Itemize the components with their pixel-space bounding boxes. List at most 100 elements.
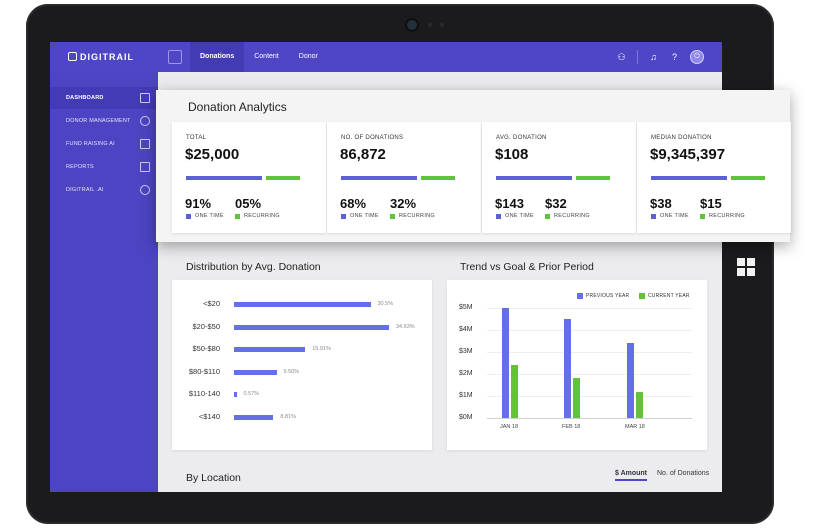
panel-title: Donation Analytics	[188, 100, 287, 114]
kpi-card-no-of-donations[interactable]: NO. OF DONATIONS 86,872 68% 32% ONE TIME…	[327, 122, 481, 233]
one-time-value: $38	[650, 196, 672, 211]
grid-line	[487, 352, 692, 353]
one-time-label: ONE TIME	[195, 213, 224, 219]
brain-icon	[140, 185, 150, 195]
bar-previous-year	[627, 343, 634, 418]
sidebar-item-label: DIGITRAIL .AI	[66, 187, 104, 193]
sidebar-item-digitrail-ai[interactable]: DIGITRAIL .AI	[50, 179, 158, 201]
y-tick-label: $3M	[459, 348, 473, 355]
divider	[637, 50, 638, 64]
one-time-value: $143	[495, 196, 524, 211]
recurring-swatch	[390, 214, 395, 219]
recurring-swatch	[545, 214, 550, 219]
one-time-value: 68%	[340, 196, 367, 211]
one-time-value: 91%	[185, 196, 212, 211]
recurring-label: RECURRING	[554, 213, 591, 219]
sidebar-item-reports[interactable]: REPORTS	[50, 156, 158, 178]
grid-line	[487, 396, 692, 397]
camera-icon	[407, 20, 417, 30]
data-label: 34.63%	[396, 323, 415, 330]
tab-donor[interactable]: Donor	[298, 53, 318, 60]
sidebar-item-fund-raising-ai[interactable]: FUND RAISING AI	[50, 133, 158, 155]
one-time-bar	[341, 176, 417, 180]
kpi-value: 86,872	[340, 146, 386, 163]
trend-title: Trend vs Goal & Prior Period	[460, 261, 594, 273]
tab-content[interactable]: Content	[254, 53, 279, 60]
bar	[234, 392, 237, 398]
category-label: <$20	[203, 299, 220, 308]
bar-current-year	[636, 391, 643, 418]
bar	[234, 369, 277, 375]
sensor-dot	[440, 23, 444, 27]
network-icon[interactable]: ⚇	[617, 51, 626, 62]
one-time-label: ONE TIME	[350, 213, 379, 219]
bar	[234, 324, 389, 330]
one-time-swatch	[341, 214, 346, 219]
one-time-label: ONE TIME	[505, 213, 534, 219]
kpi-card-total[interactable]: TOTAL $25,000 91% 05% ONE TIME RECURRING	[172, 122, 326, 233]
tab-amount[interactable]: $ Amount	[615, 470, 648, 481]
tab-donations[interactable]: Donations	[190, 42, 245, 72]
top-bar: DIGITRAIL Donations Content Donor ⚇ ♫ ? …	[50, 42, 722, 72]
bar-current-year	[511, 365, 518, 418]
recurring-bar	[266, 176, 300, 180]
grid-line	[487, 418, 692, 419]
grid-icon	[140, 93, 150, 103]
category-label: $50-$80	[192, 344, 220, 354]
one-time-swatch	[651, 214, 656, 219]
legend-label: CURRENT YEAR	[648, 293, 690, 299]
grid-line	[487, 330, 692, 331]
app-logo[interactable]: DIGITRAIL	[68, 52, 134, 62]
sidebar-item-label: DONOR MANAGEMENT	[66, 118, 131, 124]
bar	[234, 347, 306, 353]
kpi-value: $9,345,397	[650, 146, 726, 163]
kpi-label: TOTAL	[186, 135, 207, 141]
grid-line	[487, 308, 692, 309]
recurring-swatch	[700, 214, 705, 219]
y-tick-label: $0M	[459, 414, 473, 421]
kpi-value: $108	[495, 146, 529, 163]
tab-no-of-donations[interactable]: No. of Donations	[657, 470, 710, 477]
kpi-card-median-donation[interactable]: MEDIAN DONATION $9,345,397 $38 $15 ONE T…	[637, 122, 791, 233]
data-label: 8.81%	[280, 414, 297, 420]
sidebar-item-dashboard[interactable]: DASHBOARD	[50, 87, 158, 109]
distribution-title: Distribution by Avg. Donation	[186, 261, 321, 273]
bar-previous-year	[564, 319, 571, 418]
category-label: <$140	[198, 412, 220, 421]
windows-logo-icon[interactable]	[737, 258, 755, 276]
power-icon[interactable]: ⏻	[690, 50, 704, 64]
kpi-value: $25,000	[185, 146, 240, 163]
data-label: 9.50%	[283, 368, 300, 375]
legend-swatch-current-year	[639, 293, 645, 299]
data-label: 0.57%	[243, 391, 260, 398]
logo-text: DIGITRAIL	[80, 52, 134, 62]
document-icon[interactable]	[168, 50, 182, 64]
category-label: $20-$50	[192, 321, 220, 331]
money-icon	[140, 139, 150, 149]
x-tick-label: JAN 18	[500, 424, 519, 430]
kpi-card-avg-donation[interactable]: AVG. DONATION $108 $143 $32 ONE TIME REC…	[482, 122, 636, 233]
data-label: 30.5%	[377, 301, 394, 307]
sidebar-item-donor-management[interactable]: DONOR MANAGEMENT	[50, 110, 158, 132]
bell-icon[interactable]: ♫	[650, 51, 657, 62]
recurring-label: RECURRING	[399, 213, 436, 219]
recurring-label: RECURRING	[709, 213, 746, 219]
help-icon[interactable]: ?	[671, 51, 677, 62]
top-nav: Donations Content Donor	[190, 42, 328, 72]
donation-analytics-panel: Donation Analytics TOTAL $25,000 91% 05%…	[156, 90, 791, 242]
document-icon	[140, 162, 150, 172]
one-time-bar	[186, 176, 262, 180]
y-tick-label: $2M	[459, 370, 473, 377]
distribution-chart: <$20 30.5% $20-$50 34.63% $50-$80 15.91% $80-$…	[172, 280, 432, 450]
recurring-label: RECURRING	[244, 213, 281, 219]
y-tick-label: $1M	[459, 392, 473, 399]
legend-label: PREVIOUS YEAR	[586, 293, 630, 299]
one-time-swatch	[496, 214, 501, 219]
bar-previous-year	[502, 308, 509, 418]
sidebar-item-label: FUND RAISING AI	[66, 141, 115, 147]
sidebar: DASHBOARD DONOR MANAGEMENT FUND RAISING …	[50, 72, 158, 492]
category-label: $110-140	[188, 389, 220, 399]
one-time-label: ONE TIME	[660, 213, 689, 219]
trend-chart: $5M $4M $3M $2M $1M $0M JAN 18 FEB 18 MAR 18 PREV…	[447, 280, 707, 450]
location-title: By Location	[186, 472, 241, 484]
